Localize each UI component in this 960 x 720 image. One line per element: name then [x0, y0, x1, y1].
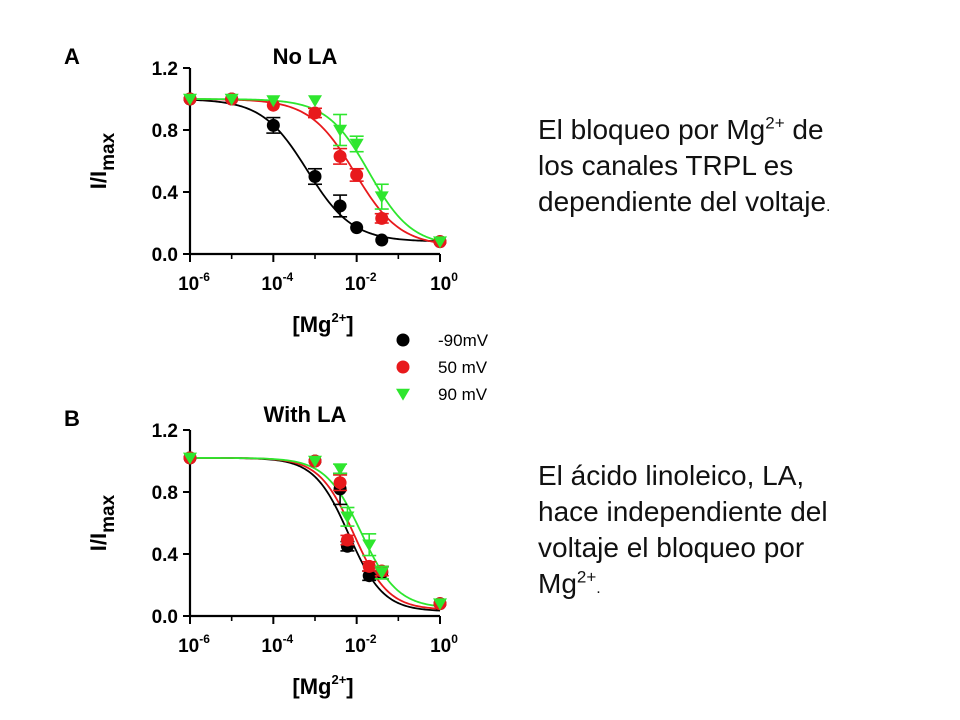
caption-linoleic-acid: El ácido linoleico, LA, hace independien…: [538, 458, 938, 607]
data-point: [333, 124, 348, 137]
data-point: [362, 559, 376, 573]
panel-title: With LA: [264, 402, 347, 427]
caption-2-line-4: Mg2+.: [538, 567, 601, 599]
x-tick-label: 10-2: [345, 270, 377, 295]
caption-2-line-3: voltaje el bloqueo por: [538, 532, 805, 563]
y-tick-label: 1.2: [152, 421, 178, 442]
y-tick-label: 0.4: [152, 183, 179, 204]
data-point: [375, 211, 389, 225]
x-tick-label: 10-2: [345, 632, 377, 657]
x-tick-label: 10-6: [178, 270, 210, 295]
panel-title: No LA: [273, 44, 338, 69]
chart-panel-a: A No LA 0.0 0.4 0.8 1.2 10-6 10-4 10-2 100 [Mg2+] I…: [64, 44, 458, 337]
data-point: [374, 567, 389, 580]
legend-marker: [396, 360, 410, 374]
fit-curve: [190, 457, 441, 610]
panel-letter: A: [64, 44, 80, 69]
data-point: [308, 95, 322, 108]
data-point: [340, 533, 354, 547]
data-point: [266, 118, 280, 132]
data-point: [375, 233, 389, 247]
data-point: [308, 106, 322, 120]
y-axis-label: I/Imax: [86, 132, 119, 189]
data-point: [308, 455, 322, 468]
legend-label: 90 mV: [438, 385, 488, 404]
data-point: [340, 511, 355, 524]
legend-label: -90mV: [438, 331, 489, 350]
data-point: [224, 93, 239, 106]
x-tick-label: 10-6: [178, 632, 210, 657]
data-point: [308, 170, 322, 183]
data-point: [333, 463, 348, 476]
x-tick-label: 10-4: [261, 270, 293, 295]
caption-1-line-3: dependiente del voltaje.: [538, 186, 831, 217]
y-tick-label: 1.2: [152, 59, 178, 80]
data-point: [183, 452, 197, 465]
data-point: [350, 221, 364, 235]
chart-panel-b: B With LA 0.0 0.4 0.8 1.2 10-6 10-4 10-2 100 [Mg2+…: [64, 402, 458, 699]
data-point: [333, 149, 347, 163]
data-point: [362, 569, 376, 583]
legend-marker: [396, 333, 410, 347]
data-point: [350, 168, 364, 182]
legend-label: 50 mV: [438, 358, 488, 377]
caption-voltage-dependence: El bloqueo por Mg2+ de los canales TRPL …: [538, 112, 938, 225]
data-point: [333, 476, 347, 490]
caption-1-line-1: El bloqueo por Mg2+ de: [538, 113, 824, 145]
x-tick-label: 100: [430, 632, 458, 657]
fit-curve: [190, 457, 441, 608]
y-tick-label: 0.0: [152, 607, 178, 628]
caption-1-line-2: los canales TRPL es: [538, 150, 794, 181]
data-point: [362, 539, 377, 552]
data-point: [333, 199, 347, 213]
caption-2-line-2: hace independiente del: [538, 496, 828, 527]
data-point: [433, 598, 447, 611]
data-point: [266, 95, 281, 108]
x-tick-label: 100: [430, 270, 458, 295]
x-axis-label: [Mg2+]: [292, 672, 353, 699]
caption-2-line-1: El ácido linoleico, LA,: [538, 460, 805, 491]
fit-curve: [190, 457, 441, 612]
y-tick-label: 0.0: [152, 245, 178, 266]
x-tick-label: 10-4: [261, 632, 293, 657]
x-axis-label: [Mg2+]: [292, 310, 353, 337]
legend-marker: [396, 388, 410, 401]
y-tick-label: 0.4: [152, 545, 179, 566]
chart-legend: -90mV 50 mV 90 mV: [396, 331, 489, 404]
panel-letter: B: [64, 406, 80, 431]
data-point: [374, 191, 389, 204]
y-tick-label: 0.8: [152, 121, 178, 142]
data-point: [349, 138, 364, 151]
data-point: [433, 236, 447, 249]
data-point: [183, 93, 197, 106]
y-axis-label: I/Imax: [86, 494, 119, 551]
y-tick-label: 0.8: [152, 483, 178, 504]
